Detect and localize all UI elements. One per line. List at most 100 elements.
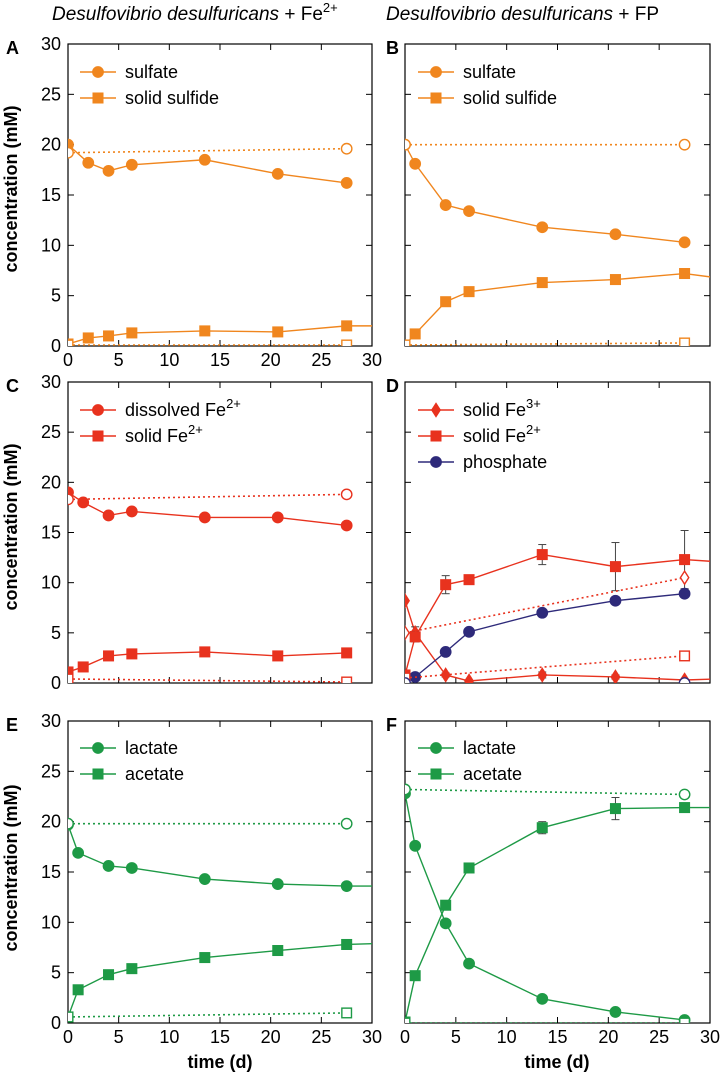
panel-a-ytick-label: 20 (41, 135, 61, 155)
panel-d-legend-solid-fe-marker (431, 402, 441, 418)
panel-f-legend-acetate-marker (430, 768, 442, 780)
panel-d-frame (404, 381, 711, 684)
panel-f-xtick-label: 25 (649, 1027, 669, 1047)
panel-a-xtick-label: 5 (114, 350, 124, 370)
panel-d-series-solid-fe-point (610, 669, 621, 683)
panel-c-series-solid-fe-point (341, 647, 353, 659)
panel-e-legend-acetate-label: acetate (125, 764, 184, 784)
panel-f-xtick-label: 15 (547, 1027, 567, 1047)
panel-b-data (405, 138, 710, 346)
panel-a-xtick-label: 25 (311, 350, 331, 370)
panel-a-series-solid-sulfide-point (126, 327, 138, 339)
panel-d-series-solid-fe2-control-point (679, 650, 691, 662)
panel-d-series-solid-fe-point (405, 592, 410, 609)
panel-e-ytick-label: 30 (41, 711, 61, 731)
panel-e-series-lactate-line (68, 824, 372, 887)
panel-c-ytick-label: 5 (51, 623, 61, 643)
panel-e-series-acetate-point (341, 938, 353, 950)
panel-c-series-dissolved-fe-control-line (68, 493, 347, 501)
title-left: Desulfovibrio desulfuricans + Fe2+ (52, 0, 338, 25)
title-left-sup: 2+ (323, 0, 338, 15)
panel-a-legend-solid-sulfide-label: solid sulfide (125, 88, 219, 108)
panel-a-series-sulfate-point (271, 167, 284, 180)
panel-d-series-solid-fe-point (536, 549, 548, 561)
panel-d-series-phosphate-point (678, 587, 691, 600)
panel-d-series-solid-fe-point (679, 554, 691, 566)
panel-b-series-sulfate-point (439, 199, 452, 211)
panel-c-frame (67, 381, 373, 684)
panel-f-legend-lactate-marker (430, 742, 442, 754)
panel-c-series-dissolved-fe-point (198, 511, 211, 524)
panel-f-series-acetate-point (536, 822, 548, 834)
panel-a-legend-solid-sulfide-marker (92, 92, 104, 104)
panel-a-series-sulfate-control-point (340, 142, 353, 155)
xlabel-left: time (d) (188, 1052, 253, 1072)
panel-b-series-solid-sulfide-point (536, 277, 548, 289)
panel-d-series-solid-fe-line (405, 600, 710, 682)
ylabel-row-3: concentration (mM) (1, 784, 21, 951)
panel-f-frame (404, 720, 711, 1024)
panel-f-series-lactate-point (536, 992, 549, 1005)
panel-b-series-sulfate-point (609, 228, 622, 241)
panel-f-series-acetate-point (463, 862, 475, 874)
title-left-suffix: + Fe (279, 4, 323, 25)
panel-a-series-solid-sulfide-point (272, 326, 284, 338)
panel-c-ytick-label: 20 (41, 472, 61, 492)
panel-b-series-solid-sulfide-point (463, 286, 475, 298)
panel-e-series-lactate-point (198, 873, 211, 885)
panel-e-xtick-label: 25 (311, 1027, 331, 1047)
panel-e-series-lactate-point (72, 846, 85, 859)
panel-label-e: E (6, 715, 18, 735)
panel-c-legend-dissolved-fe-marker (92, 404, 104, 416)
panel-f-xtick-label: 30 (700, 1027, 720, 1047)
xlabel-right: time (d) (525, 1052, 590, 1072)
panel-b-series-solid-sulfide-control-point (405, 339, 411, 346)
panel-b-series-solid-sulfide-point (679, 268, 691, 280)
panel-c-series-solid-fe-point (199, 646, 211, 658)
panel-a-series-solid-sulfide-point (341, 320, 353, 332)
panel-label-a: A (6, 38, 19, 58)
panel-f-series-acetate-point (679, 802, 691, 814)
panel-f-series-acetate-control-point (405, 1017, 411, 1023)
panel-c-series-dissolved-fe-point (102, 509, 115, 522)
panel-c-series-solid-fe-control-point (68, 673, 74, 683)
panel-a-series-solid-sulfide-control-point (341, 339, 353, 346)
panel-a-legend-sulfate-marker (92, 66, 104, 78)
panel-e-series-acetate-point (72, 984, 84, 996)
panel-c-series-dissolved-fe-point (77, 496, 90, 509)
panel-b-series-solid-sulfide-control-line (405, 342, 685, 346)
panel-e-xtick-label: 10 (159, 1027, 179, 1047)
panel-b-legend-sulfate-marker (430, 66, 442, 78)
panel-label-c: C (6, 376, 19, 396)
panel-f-series-lactate-point (609, 1006, 622, 1018)
panel-a-xtick-label: 30 (362, 350, 382, 370)
panel-c-data (68, 486, 353, 683)
panel-a-series-sulfate-point (102, 164, 115, 177)
panel-e-series-acetate-line (68, 942, 372, 1018)
panel-e-xtick-label: 5 (114, 1027, 124, 1047)
panel-c-ytick-label: 0 (51, 673, 61, 693)
panel-d-series-phosphate-point (609, 594, 622, 607)
panel-e-series-lactate-point (125, 862, 138, 874)
panel-b-series-sulfate-point (409, 157, 422, 170)
panel-a-series-solid-sulfide-point (199, 325, 211, 337)
panel-a-xtick-label: 0 (63, 350, 73, 370)
panel-a-ytick-label: 5 (51, 286, 61, 306)
panel-label-d: D (386, 376, 399, 396)
panel-e-xtick-label: 0 (63, 1027, 73, 1047)
title-right-organism: Desulfovibrio desulfuricans (386, 4, 614, 25)
panel-e-data (68, 817, 372, 1023)
panel-c-ytick-label: 10 (41, 573, 61, 593)
panel-f-xtick-label: 5 (451, 1027, 461, 1047)
panel-b-series-solid-sulfide-point (609, 274, 621, 286)
panel-d-series-solid-fe-point (609, 561, 621, 573)
panel-f-series-lactate-point (409, 839, 422, 852)
panel-d-legend-solid-fe-marker (430, 430, 442, 442)
panel-b-series-sulfate-point (536, 221, 549, 234)
panel-c-series-solid-fe-control-line (68, 678, 347, 683)
panel-c-series-solid-fe-control-point (341, 676, 353, 683)
